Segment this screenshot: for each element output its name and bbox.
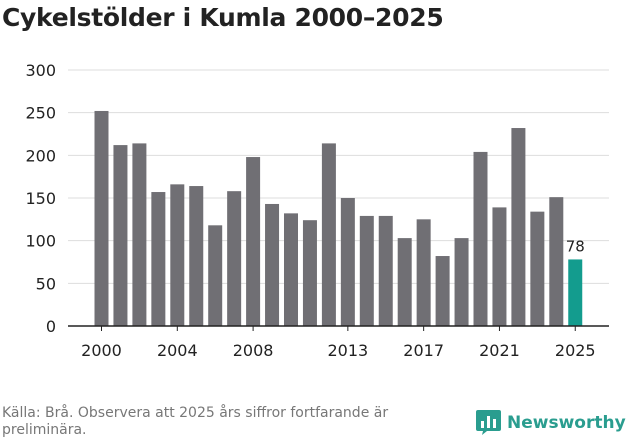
y-tick-label: 50	[36, 274, 56, 293]
y-tick-label: 250	[25, 104, 56, 123]
bar-2009	[265, 203, 280, 326]
chart-title: Cykelstölder i Kumla 2000–2025	[2, 3, 444, 32]
bar-2025	[568, 259, 583, 326]
data-label: 78	[566, 237, 585, 255]
bar-2014	[359, 215, 374, 326]
x-tick-label: 2021	[479, 341, 520, 360]
y-tick-label: 0	[46, 317, 56, 336]
x-tick-label: 2013	[327, 341, 368, 360]
source-note: Källa: Brå. Observera att 2025 års siffr…	[2, 405, 389, 438]
bar-2023	[530, 211, 545, 326]
bar-2021	[492, 207, 507, 326]
y-tick-label: 150	[25, 189, 56, 208]
bar-2013	[340, 198, 355, 326]
bar-2020	[473, 151, 488, 326]
x-tick-label: 2000	[81, 341, 122, 360]
x-tick-label: 2004	[157, 341, 198, 360]
bar-2005	[189, 186, 204, 326]
bar-2004	[170, 184, 185, 326]
brand-name: Newsworthy	[507, 412, 626, 433]
bar-2006	[208, 225, 223, 326]
bar-2003	[151, 192, 166, 326]
bar-2017	[416, 219, 431, 326]
bar-2012	[321, 143, 336, 326]
bar-2001	[113, 145, 128, 326]
brand-logo: Newsworthy	[476, 409, 626, 436]
y-tick-label: 200	[25, 146, 56, 165]
bar-2007	[227, 191, 242, 326]
bar-2002	[132, 143, 147, 326]
bar-2000	[94, 110, 109, 327]
bar-2024	[549, 197, 564, 326]
bar-2019	[454, 238, 469, 326]
y-tick-label: 300	[25, 61, 56, 80]
x-tick-label: 2017	[403, 341, 444, 360]
bar-2015	[378, 215, 393, 326]
bar-2016	[397, 238, 412, 326]
bar-2022	[511, 128, 526, 326]
bar-chart: 0 50 100 150 200 250 300 78 2000 2004 2008 2013 2017…	[25, 61, 609, 360]
bar-2018	[435, 256, 450, 326]
bar-2011	[302, 220, 317, 326]
bar-2008	[246, 157, 261, 326]
x-tick-label: 2025	[555, 341, 596, 360]
bar-2010	[284, 213, 298, 326]
y-tick-label: 100	[25, 232, 56, 251]
x-tick-label: 2008	[233, 341, 274, 360]
bar-chart-icon	[476, 410, 501, 435]
